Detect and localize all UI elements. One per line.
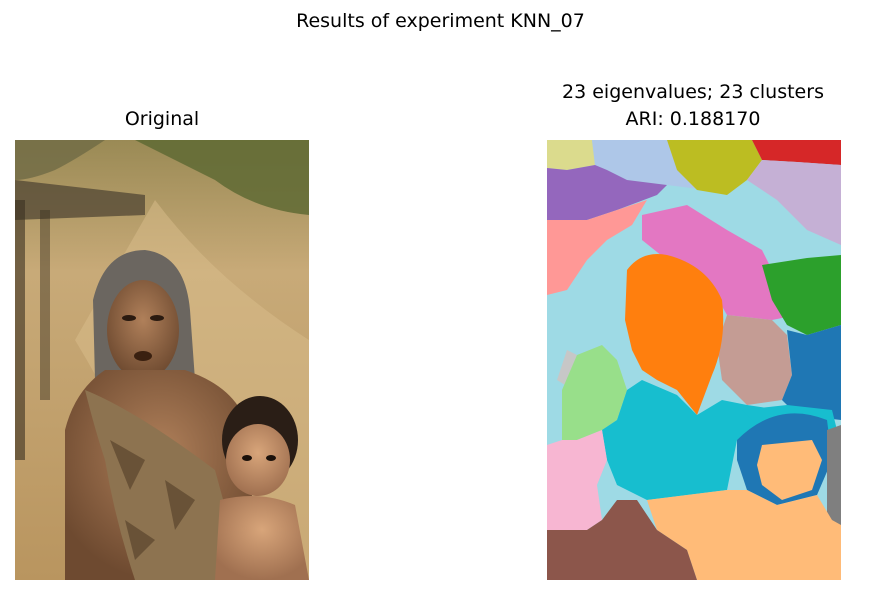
- original-panel-title: Original: [15, 106, 309, 132]
- segmentation-map: [547, 140, 841, 580]
- figure-title: Results of experiment KNN_07: [0, 10, 881, 32]
- segmentation-title-line1: 23 eigenvalues; 23 clusters: [500, 79, 881, 105]
- segmentation-title-line2: ARI: 0.188170: [500, 106, 881, 132]
- original-photo: [15, 140, 309, 580]
